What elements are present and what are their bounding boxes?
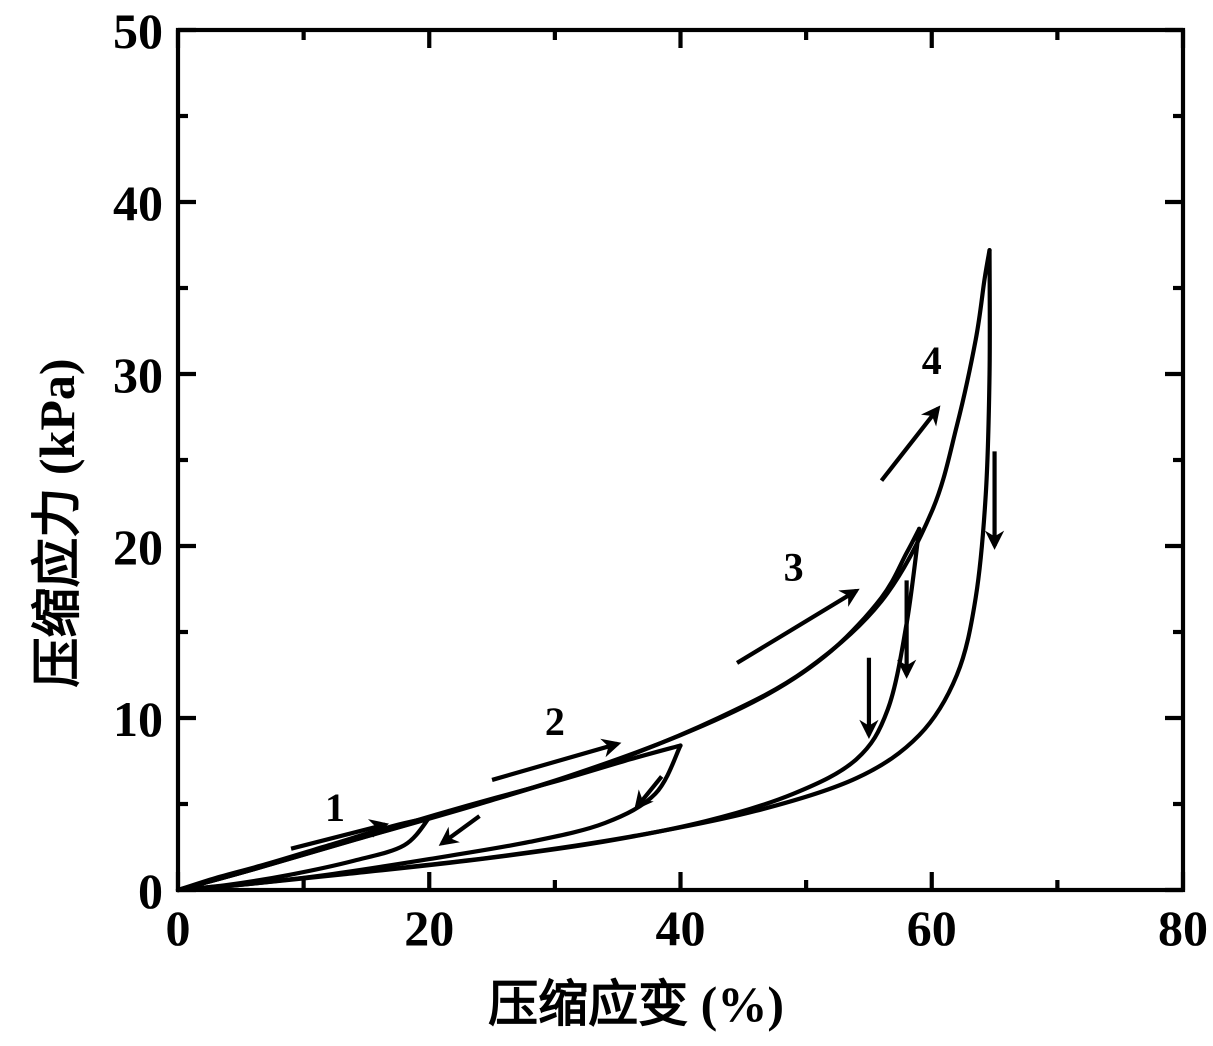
annotation-label: 2: [545, 699, 565, 744]
y-tick-label: 50: [113, 3, 163, 59]
annotation-label: 1: [325, 785, 345, 830]
chart-svg: 0 20 40 60 80 0 10 20 30 40 50 1 2 3 4: [0, 0, 1213, 1046]
x-tick-label: 40: [656, 900, 706, 956]
x-tick-label: 20: [404, 900, 454, 956]
x-tick-label: 80: [1158, 900, 1208, 956]
x-tick-label: 0: [166, 900, 191, 956]
y-tick-label: 40: [113, 175, 163, 231]
chart-container: 0 20 40 60 80 0 10 20 30 40 50 1 2 3 4 压缩应力 (kPa) 压缩应变…: [0, 0, 1213, 1046]
annotation-label: 4: [922, 338, 942, 383]
y-tick-label: 10: [113, 691, 163, 747]
y-axis-label: 压缩应力 (kPa): [17, 358, 89, 687]
y-tick-label: 30: [113, 347, 163, 403]
y-tick-label: 20: [113, 519, 163, 575]
y-tick-label: 0: [138, 863, 163, 919]
x-tick-label: 60: [907, 900, 957, 956]
annotation-label: 3: [784, 544, 804, 589]
x-axis-label: 压缩应变 (%): [488, 964, 784, 1036]
